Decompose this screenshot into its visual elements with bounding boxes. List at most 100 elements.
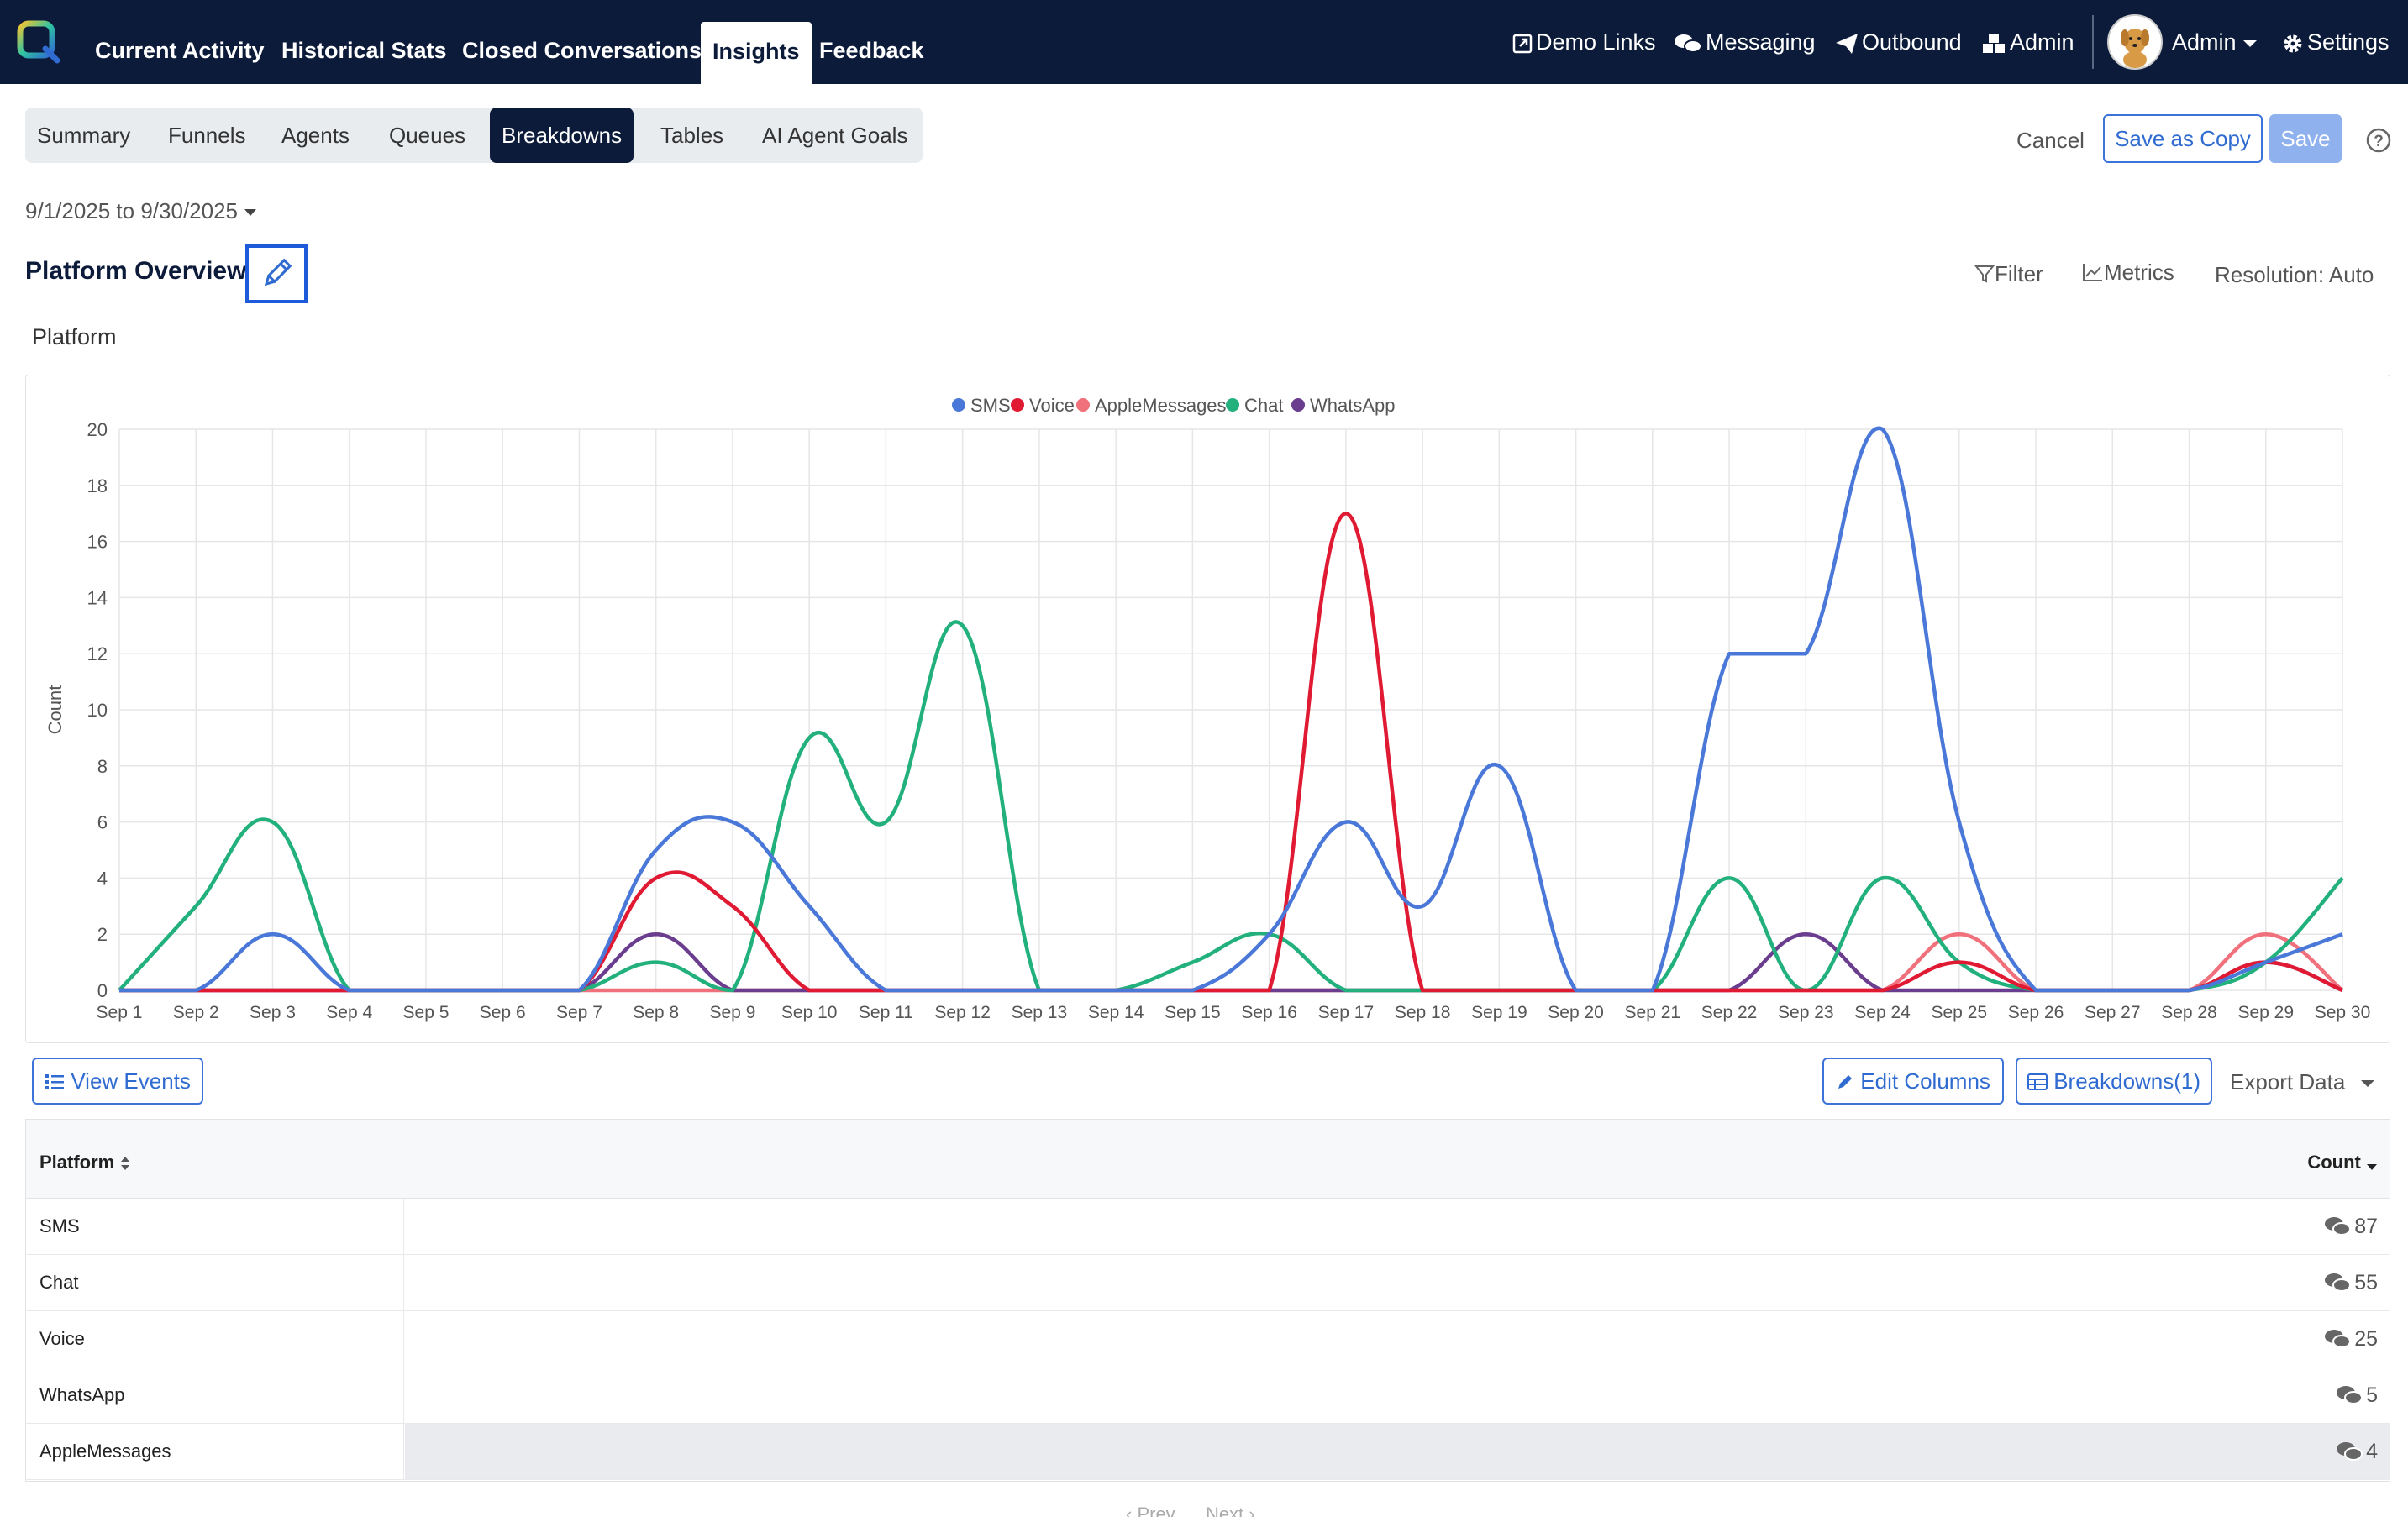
y-tick-label: 2	[97, 924, 108, 945]
y-tick-label: 16	[87, 532, 108, 553]
pencil-icon	[1838, 1075, 1853, 1089]
view-events-label: View Events	[71, 1068, 191, 1094]
caret-down-icon	[244, 209, 257, 217]
y-tick-label: 8	[97, 756, 108, 777]
legend-marker	[952, 398, 965, 412]
table-row[interactable]: WhatsApp 5	[26, 1367, 2390, 1424]
outbound-label: Outbound	[1862, 29, 1962, 55]
nav-insights[interactable]: Insights	[701, 22, 812, 84]
x-tick-label: Sep 20	[1548, 1003, 1604, 1022]
x-tick-label: Sep 26	[2008, 1003, 2064, 1022]
series-line-voice	[119, 511, 2343, 993]
y-tick-label: 12	[87, 643, 108, 664]
edit-columns-button[interactable]: Edit Columns	[1822, 1058, 2004, 1105]
paper-plane-icon	[1836, 33, 1858, 54]
comments-icon	[2337, 1386, 2363, 1404]
x-tick-label: Sep 25	[1932, 1003, 1988, 1022]
settings-link[interactable]: Settings	[2282, 0, 2390, 84]
y-tick-label: 18	[87, 475, 108, 496]
platform-chart: 0 2 4 6 8 10 12 14 16 18 20 Sep 1 Sep 2 Sep 3 Sep 4 Sep…	[25, 375, 2390, 1043]
tab-agents[interactable]: Agents	[281, 123, 350, 148]
count-cell: 55	[2324, 1255, 2378, 1310]
line-chart-icon	[2083, 264, 2102, 281]
legend-entry: AppleMessages	[1095, 395, 1227, 416]
messaging-link[interactable]: Messaging	[1674, 0, 1816, 84]
x-tick-label: Sep 3	[250, 1003, 296, 1022]
export-data-dropdown[interactable]: Export Data	[2230, 1069, 2375, 1095]
filter-icon	[1974, 265, 1995, 283]
x-tick-label: Sep 11	[859, 1003, 913, 1022]
legend-marker	[1226, 398, 1239, 412]
sort-icon	[121, 1157, 130, 1170]
user-menu-label: Admin	[2172, 29, 2237, 55]
series-line-sms	[119, 426, 2343, 993]
caret-down-icon	[2243, 39, 2258, 47]
nav-historical-stats[interactable]: Historical Stats	[281, 38, 447, 63]
tab-tables[interactable]: Tables	[660, 123, 724, 148]
nav-feedback[interactable]: Feedback	[819, 38, 924, 63]
user-avatar[interactable]	[2107, 14, 2163, 70]
x-tick-label: Sep 5	[403, 1003, 450, 1022]
admin-link[interactable]: Admin	[1981, 0, 2074, 84]
tab-summary[interactable]: Summary	[37, 123, 131, 148]
platform-column-header[interactable]: Platform	[39, 1152, 131, 1173]
filter-button[interactable]: Filter	[1974, 261, 2043, 287]
next-page-button[interactable]: Next ›	[1205, 1504, 1255, 1517]
nav-closed-conversations[interactable]: Closed Conversations	[462, 38, 702, 63]
comments-icon	[2325, 1330, 2352, 1348]
prev-page-button[interactable]: ‹ Prev	[1126, 1504, 1175, 1517]
export-data-label: Export Data	[2230, 1069, 2346, 1094]
date-range-picker[interactable]: 9/1/2025 to 9/30/2025	[25, 198, 257, 224]
count-value: 4	[2366, 1440, 2378, 1463]
app-logo-icon[interactable]	[15, 18, 62, 66]
x-tick-label: Sep 14	[1088, 1003, 1144, 1022]
platform-cell: SMS	[26, 1199, 404, 1254]
x-tick-label: Sep 1	[97, 1003, 143, 1022]
sort-desc-icon	[2367, 1164, 2377, 1170]
tab-ai-agent-goals[interactable]: AI Agent Goals	[762, 123, 908, 148]
x-tick-label: Sep 18	[1395, 1003, 1451, 1022]
metrics-button[interactable]: Metrics	[2082, 260, 2174, 286]
table-icon	[2027, 1073, 2048, 1090]
x-tick-label: Sep 27	[2085, 1003, 2141, 1022]
legend-marker	[1291, 398, 1305, 412]
view-events-button[interactable]: View Events	[32, 1058, 203, 1105]
cancel-button[interactable]: Cancel	[2016, 128, 2085, 153]
help-icon[interactable]: ?	[2365, 127, 2392, 154]
breakdowns-button[interactable]: Breakdowns(1)	[2016, 1058, 2212, 1105]
admin-label: Admin	[2010, 29, 2074, 55]
tab-breakdowns[interactable]: Breakdowns	[490, 108, 634, 163]
top-nav: Current Activity Historical Stats Closed…	[0, 0, 2408, 84]
demo-links-link[interactable]: Demo Links	[1512, 0, 1656, 84]
save-as-copy-button[interactable]: Save as Copy	[2103, 114, 2263, 163]
pagination: ‹ Prev Next ›	[1126, 1504, 1255, 1517]
x-tick-label: Sep 13	[1012, 1003, 1068, 1022]
y-tick-label: 14	[87, 587, 108, 608]
x-tick-label: Sep 2	[173, 1003, 219, 1022]
save-button[interactable]: Save	[2269, 114, 2342, 163]
tab-funnels[interactable]: Funnels	[168, 123, 246, 148]
platform-cell: Voice	[26, 1311, 404, 1367]
comments-icon	[1675, 34, 1702, 53]
y-axis-label: Count	[45, 685, 66, 735]
nav-current-activity[interactable]: Current Activity	[95, 38, 265, 63]
y-tick-label: 20	[87, 419, 108, 440]
tab-queues[interactable]: Queues	[389, 123, 466, 148]
edit-title-button[interactable]	[245, 244, 308, 303]
outbound-link[interactable]: Outbound	[1835, 0, 1962, 84]
table-row[interactable]: SMS 87	[26, 1199, 2390, 1255]
count-column-header[interactable]: Count	[2307, 1152, 2378, 1173]
y-tick-label: 6	[97, 812, 108, 833]
comments-icon	[2337, 1442, 2363, 1461]
table-row[interactable]: Chat 55	[26, 1255, 2390, 1311]
y-tick-label: 10	[87, 700, 108, 721]
table-row[interactable]: Voice 25	[26, 1311, 2390, 1367]
external-link-icon	[1512, 34, 1533, 54]
resolution-selector[interactable]: Resolution: Auto	[2215, 262, 2374, 287]
x-tick-label: Sep 28	[2161, 1003, 2217, 1022]
table-row[interactable]: AppleMessages 4	[26, 1424, 2390, 1480]
count-cell: 5	[2336, 1367, 2378, 1423]
user-menu-dropdown[interactable]: Admin	[2172, 0, 2261, 84]
legend-marker	[1076, 398, 1090, 412]
y-tick-label: 4	[97, 868, 108, 889]
